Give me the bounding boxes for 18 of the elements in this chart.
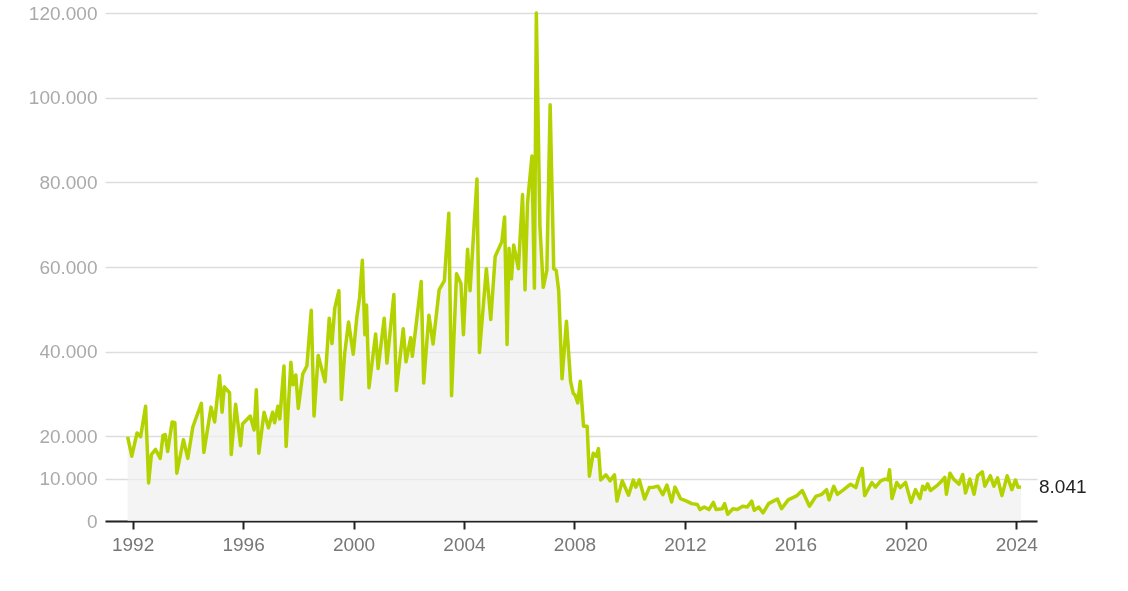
x-tick-label: 2012: [664, 533, 707, 555]
y-tick-label: 80.000: [39, 171, 98, 193]
x-tick-label: 2020: [885, 533, 928, 555]
y-tick-label: 60.000: [39, 256, 98, 278]
x-tick-label: 2024: [995, 533, 1039, 555]
y-tick-label: 40.000: [39, 341, 98, 363]
x-tick-label: 1996: [222, 533, 265, 555]
y-tick-label: 120.000: [28, 2, 98, 24]
x-tick-label: 2008: [553, 533, 597, 555]
y-tick-label: 0: [86, 510, 98, 532]
x-tick-label: 2016: [774, 533, 818, 555]
y-tick-label: 100.000: [28, 87, 98, 109]
x-tick-label: 2004: [443, 533, 487, 555]
annotation: 8.041: [1038, 475, 1087, 497]
x-tick-label: 2000: [332, 533, 376, 555]
y-tick-label: 10.000: [39, 468, 98, 490]
x-tick-label: 1992: [111, 533, 155, 555]
y-tick-label: 20.000: [39, 425, 98, 447]
